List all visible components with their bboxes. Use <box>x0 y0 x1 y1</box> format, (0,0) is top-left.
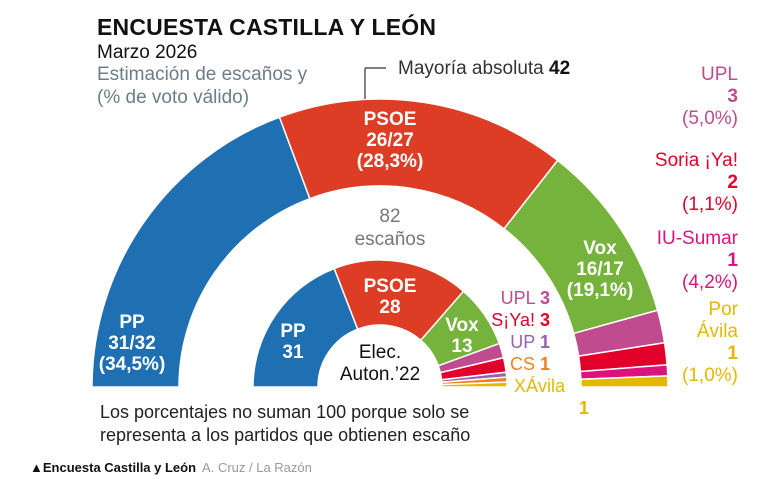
seat-segment-por-ávila <box>580 375 669 388</box>
outer-ring <box>91 98 669 388</box>
chart-date: Marzo 2026 <box>97 42 198 63</box>
label-soria-outer: Soria ¡Ya! 2 (1,1%) <box>654 150 738 215</box>
seat-segment-xávila <box>441 381 508 388</box>
total-seats-label: 82 escaños <box>354 206 426 250</box>
footer: ▲Encuesta Castilla y León A. Cruz / La Ra… <box>30 460 312 475</box>
label-porávila-outer: Por Ávila 1 (1,0%) <box>682 299 738 386</box>
label-pp-inner: PP 31 <box>280 321 306 363</box>
label-upl-inner: UPL 3 <box>500 288 550 308</box>
seat-segment-pp <box>252 267 359 388</box>
label-cs-inner: CS 1 <box>509 354 550 374</box>
label-up-inner: UP 1 <box>510 332 550 352</box>
label-upl-outer: UPL 3 (5,0%) <box>682 64 738 129</box>
majority-label: Mayoría absoluta 42 <box>398 58 571 79</box>
inner-center-label: Elec. Auton.’22 <box>339 342 421 385</box>
label-vox-inner: Vox 13 <box>445 315 479 357</box>
chart-subtitle: Estimación de escaños y (% de voto válido… <box>97 64 308 108</box>
inner-ring <box>252 259 508 388</box>
footnote: Los porcentajes no suman 100 porque solo… <box>100 402 471 445</box>
label-psoe-inner: PSOE 28 <box>363 276 417 318</box>
label-xavila-inner: XÁvila 1 <box>514 376 589 418</box>
label-iu-outer: IU-Sumar 1 (4,2%) <box>656 228 738 293</box>
chart-title: ENCUESTA CASTILLA Y LEÓN <box>97 14 437 40</box>
label-vox-outer: Vox 16/17 (19,1%) <box>566 238 634 301</box>
label-siya-inner: S¡Ya! 3 <box>491 310 550 330</box>
label-pp-outer: PP 31/32 (34,5%) <box>98 312 166 375</box>
label-psoe-outer: PSOE 26/27 (28,3%) <box>356 109 424 172</box>
